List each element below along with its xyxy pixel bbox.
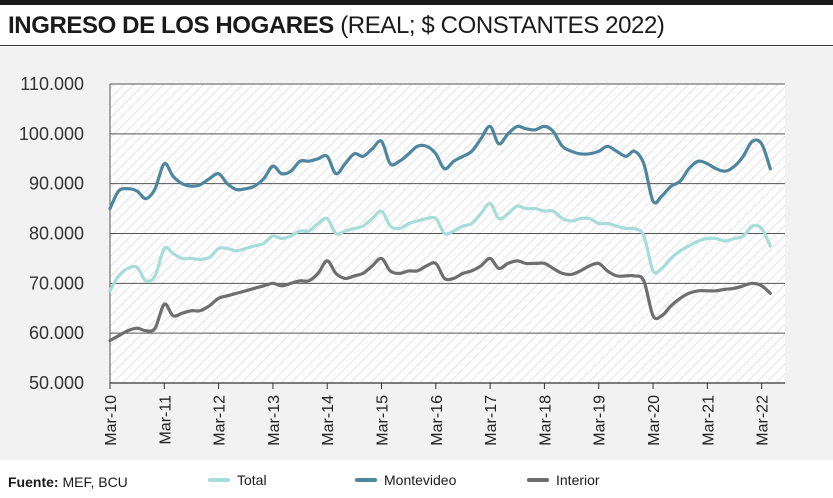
chart-title-subtitle: (REAL; $ CONSTANTES 2022) xyxy=(340,12,665,39)
y-tick-label: 100.000 xyxy=(19,124,84,144)
x-tick-label: Mar-13 xyxy=(266,395,283,446)
x-tick-label: Mar-11 xyxy=(157,395,174,445)
legend-item-montevideo: Montevideo xyxy=(355,472,456,488)
x-tick-label: Mar-22 xyxy=(755,395,772,446)
title-divider xyxy=(0,45,833,46)
top-bar xyxy=(0,0,833,5)
legend-swatch-interior xyxy=(527,478,549,482)
x-tick-label: Mar-10 xyxy=(103,395,120,446)
series-line-total xyxy=(108,202,772,293)
x-tick-label: Mar-14 xyxy=(320,395,337,446)
x-tick-label: Mar-12 xyxy=(212,395,229,446)
y-tick-label: 50.000 xyxy=(29,373,84,393)
source-label: Fuente: xyxy=(8,474,59,490)
legend-label-montevideo: Montevideo xyxy=(384,472,457,488)
legend-label-total: Total xyxy=(237,472,267,488)
x-tick-label: Mar-18 xyxy=(537,395,554,446)
series-lines xyxy=(108,124,772,343)
x-tick-label: Mar-17 xyxy=(483,395,500,446)
series-line-interior xyxy=(108,256,772,343)
legend-item-interior: Interior xyxy=(527,472,600,488)
source-text: MEF, BCU xyxy=(62,474,128,490)
legend-item-total: Total xyxy=(208,472,267,488)
x-tick-label: Mar-20 xyxy=(646,395,663,446)
legend-label-interior: Interior xyxy=(556,472,600,488)
y-tick-label: 80.000 xyxy=(29,224,84,244)
legend-swatch-total xyxy=(208,478,230,482)
y-tick-label: 60.000 xyxy=(29,323,84,343)
chart-title: INGRESO DE LOS HOGARES (REAL; $ CONSTANT… xyxy=(8,11,665,41)
chart-title-main: INGRESO DE LOS HOGARES xyxy=(8,12,334,39)
legend-swatch-montevideo xyxy=(355,478,377,482)
x-tick-label: Mar-19 xyxy=(592,395,609,446)
y-axis-ticks: 50.000 60.000 70.000 80.000 90.000 100.000 110… xyxy=(19,74,84,393)
source-note: Fuente: MEF, BCU xyxy=(8,474,128,490)
y-tick-label: 70.000 xyxy=(29,273,84,293)
x-tick-label: Mar-21 xyxy=(700,395,717,446)
series-line-montevideo xyxy=(108,124,772,211)
x-tick-label: Mar-16 xyxy=(429,395,446,446)
y-tick-label: 90.000 xyxy=(29,174,84,194)
y-tick-label: 110.000 xyxy=(20,74,84,94)
x-axis-ticks: Mar-10 Mar-11 Mar-12 Mar-13 Mar-14 Mar-15 Mar-… xyxy=(103,383,772,446)
x-tick-label: Mar-15 xyxy=(375,395,392,446)
